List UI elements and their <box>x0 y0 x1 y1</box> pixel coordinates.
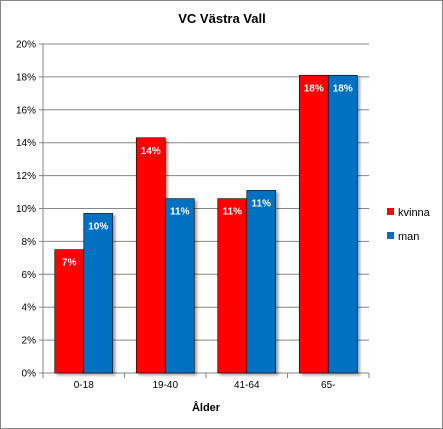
data-label-kvinna-19-40: 14% <box>141 146 161 157</box>
bars-group <box>54 74 358 374</box>
y-tick-label: 4% <box>22 303 37 314</box>
bar-kvinna-19-40 <box>135 137 166 374</box>
y-tick-label: 6% <box>22 270 37 281</box>
x-tick-label: 0-18 <box>74 380 94 391</box>
bar-man-19-40 <box>164 198 195 374</box>
legend: kvinna man <box>387 207 431 243</box>
legend-swatch-man <box>387 232 394 239</box>
y-tick-label: 10% <box>16 204 36 215</box>
x-axis: 0-18 19-40 41-64 65- <box>42 372 370 391</box>
y-tick-label: 12% <box>16 171 36 182</box>
y-tick-label: 20% <box>16 40 36 51</box>
y-tick-label: 14% <box>16 138 36 149</box>
data-label-man-0-18: 10% <box>88 221 108 232</box>
bar-man-0-18 <box>83 213 114 374</box>
data-label-man-65-: 18% <box>333 83 353 94</box>
bar-man-41-64 <box>246 190 277 374</box>
bar-kvinna-41-64 <box>217 198 248 374</box>
y-tick-label: 8% <box>22 237 37 248</box>
legend-label-man: man <box>398 231 419 243</box>
y-tick-label: 16% <box>16 105 36 116</box>
data-labels: 7% 10% 14% 11% 11% 11% 18% 18% <box>62 83 353 268</box>
x-axis-title: Ålder <box>192 401 221 414</box>
x-tick-label: 19-40 <box>152 380 178 391</box>
y-tick-label: 18% <box>16 72 36 83</box>
bar-man-65- <box>327 74 358 374</box>
legend-swatch-kvinna <box>387 208 394 215</box>
y-tick-label: 2% <box>22 336 37 347</box>
bar-kvinna-0-18 <box>54 249 85 374</box>
legend-label-kvinna: kvinna <box>398 207 431 219</box>
data-label-kvinna-41-64: 11% <box>223 207 243 218</box>
data-label-kvinna-65-: 18% <box>304 83 324 94</box>
x-tick-label: 65- <box>321 380 335 391</box>
bar-kvinna-65- <box>298 74 329 374</box>
data-label-man-19-40: 11% <box>170 207 190 218</box>
chart-title: VC Västra Vall <box>178 11 265 26</box>
y-tick-label: 0% <box>22 369 37 380</box>
x-tick-label: 41-64 <box>234 380 260 391</box>
data-label-man-41-64: 11% <box>252 198 272 209</box>
data-label-kvinna-0-18: 7% <box>62 258 77 269</box>
y-axis: 0% 2% 4% 6% 8% 10% 12% 14% 16% 18% 20% <box>16 40 44 380</box>
